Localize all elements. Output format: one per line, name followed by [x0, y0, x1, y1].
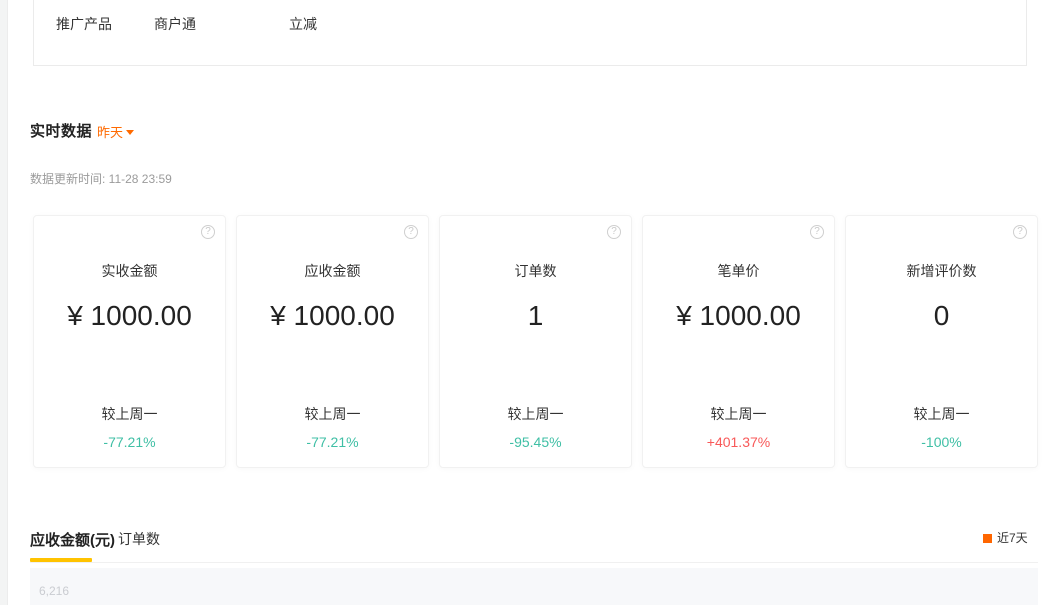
card-value: 0: [933, 300, 950, 331]
realtime-section-title: 实时数据: [30, 123, 93, 140]
card-title: 订单数: [514, 263, 557, 279]
help-icon[interactable]: ?: [201, 225, 215, 239]
stat-card-order-count: ? 订单数 1 较上周一 -95.45%: [439, 215, 632, 468]
card-compare-label: 较上周一: [101, 406, 158, 422]
card-change-percent: -95.45%: [509, 434, 562, 450]
help-icon[interactable]: ?: [810, 225, 824, 239]
tab-order-count[interactable]: 订单数: [118, 531, 160, 547]
card-compare-label: 较上周一: [710, 406, 767, 422]
period-dropdown-label: 昨天: [97, 125, 124, 140]
card-value: ¥ 1000.00: [270, 300, 395, 331]
card-value: 1: [527, 300, 544, 331]
card-title: 新增评价数: [906, 263, 977, 279]
card-compare-label: 较上周一: [304, 406, 361, 422]
chart-tab-bar: 应收金额(元) 订单数: [30, 524, 1038, 563]
page-gutter: [0, 0, 8, 605]
help-icon[interactable]: ?: [607, 225, 621, 239]
help-icon[interactable]: ?: [1013, 225, 1027, 239]
sub-nav-panel: 推广产品 商户通 立减: [33, 0, 1027, 66]
active-tab-indicator: [30, 558, 92, 562]
nav-item-promoted-products[interactable]: 推广产品: [56, 16, 112, 32]
help-icon[interactable]: ?: [404, 225, 418, 239]
nav-item-merchant-pass[interactable]: 商户通: [154, 16, 196, 32]
kpi-card-row: ? 实收金额 ¥ 1000.00 较上周一 -77.21% ? 应收金额 ¥ 1…: [33, 215, 1038, 468]
card-change-percent: -77.21%: [306, 434, 359, 450]
caret-down-icon: [126, 130, 135, 135]
y-axis-top-label: 6,216: [39, 584, 70, 598]
legend-swatch-icon: [983, 534, 992, 543]
chart-area: 6,216: [30, 568, 1038, 605]
card-change-percent: +401.37%: [706, 434, 771, 450]
stat-card-receivable-amount: ? 应收金额 ¥ 1000.00 较上周一 -77.21%: [236, 215, 429, 468]
nav-item-instant-discount[interactable]: 立减: [289, 16, 317, 32]
tab-receivable-amount[interactable]: 应收金额(元): [30, 532, 115, 549]
legend-last-7-days: 近7天: [983, 529, 1028, 546]
card-title: 实收金额: [101, 263, 158, 279]
card-change-percent: -77.21%: [103, 434, 156, 450]
card-value: ¥ 1000.00: [676, 300, 801, 331]
card-change-percent: -100%: [921, 434, 962, 450]
legend-label: 近7天: [997, 531, 1028, 545]
card-title: 应收金额: [304, 263, 361, 279]
stat-card-avg-order-value: ? 笔单价 ¥ 1000.00 较上周一 +401.37%: [642, 215, 835, 468]
card-compare-label: 较上周一: [507, 406, 564, 422]
data-update-time: 数据更新时间: 11-28 23:59: [30, 172, 172, 186]
period-dropdown[interactable]: 昨天: [97, 122, 135, 141]
card-value: ¥ 1000.00: [67, 300, 192, 331]
card-compare-label: 较上周一: [913, 406, 970, 422]
stat-card-received-amount: ? 实收金额 ¥ 1000.00 较上周一 -77.21%: [33, 215, 226, 468]
card-title: 笔单价: [717, 263, 760, 279]
stat-card-new-reviews: ? 新增评价数 0 较上周一 -100%: [845, 215, 1038, 468]
